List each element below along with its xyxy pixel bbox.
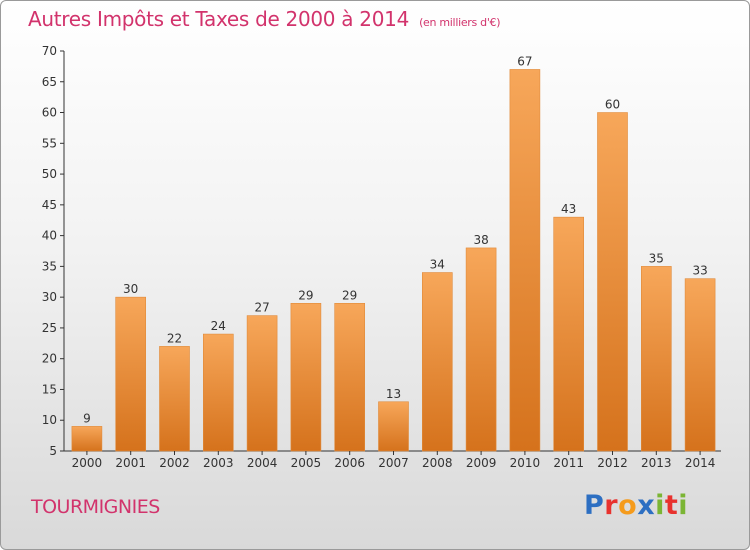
bar: [509, 69, 541, 452]
data-label: 60: [605, 98, 620, 112]
logo-letter: x: [637, 490, 656, 521]
x-tick-label: 2000: [72, 456, 103, 470]
data-label: 30: [123, 282, 138, 296]
data-label: 22: [167, 331, 182, 345]
bar: [597, 112, 628, 452]
bar: [334, 303, 366, 452]
logo-letter: r: [604, 490, 619, 521]
data-label: 43: [561, 202, 576, 216]
data-label: 33: [692, 264, 707, 278]
bar: [421, 272, 453, 452]
bar: [465, 247, 497, 452]
x-tick-label: 2004: [247, 456, 278, 470]
bar: [553, 216, 585, 452]
data-label: 29: [298, 288, 313, 302]
bar: [640, 266, 672, 452]
y-tick-label: 15: [42, 382, 57, 396]
x-tick-label: 2005: [291, 456, 322, 470]
x-tick-label: 2011: [553, 456, 584, 470]
data-label: 13: [386, 387, 401, 401]
x-tick-label: 2010: [510, 456, 541, 470]
data-label: 67: [517, 54, 532, 68]
x-tick-label: 2002: [159, 456, 190, 470]
bar: [159, 346, 190, 452]
y-tick-label: 25: [42, 321, 57, 335]
y-tick-label: 10: [42, 413, 57, 427]
data-label: 35: [649, 251, 664, 265]
chart-title: Autres Impôts et Taxes de 2000 à 2014 (e…: [28, 7, 501, 31]
chart-subtitle: (en milliers d'€): [419, 16, 501, 29]
data-label: 38: [473, 233, 488, 247]
logo-letter: i: [678, 490, 689, 521]
y-tick-label: 40: [42, 229, 57, 243]
y-tick-label: 45: [42, 198, 57, 212]
bar: [684, 278, 716, 452]
y-tick-label: 35: [42, 259, 57, 273]
logo-letter: i: [655, 490, 665, 521]
y-tick-label: 55: [42, 136, 57, 150]
bar: [71, 426, 103, 452]
x-tick-label: 2003: [203, 456, 234, 470]
data-label: 27: [254, 301, 269, 315]
x-tick-label: 2008: [422, 456, 453, 470]
x-tick-label: 2006: [334, 456, 365, 470]
x-tick-label: 2014: [685, 456, 716, 470]
data-label: 34: [430, 258, 445, 272]
logo-letter: o: [618, 490, 638, 521]
y-tick-label: 30: [42, 290, 57, 304]
bar: [378, 401, 409, 452]
y-tick-label: 50: [42, 167, 57, 181]
x-tick-label: 2001: [115, 456, 146, 470]
bar: [246, 315, 278, 452]
y-tick-label: 20: [42, 352, 57, 366]
logo-letter: t: [664, 490, 679, 521]
x-tick-label: 2012: [597, 456, 628, 470]
y-tick-label: 70: [42, 44, 57, 58]
commune-name: TOURMIGNIES: [31, 496, 160, 518]
data-label: 29: [342, 288, 357, 302]
y-tick-label: 5: [49, 444, 57, 458]
bar: [203, 333, 234, 452]
bar: [290, 303, 322, 452]
data-label: 24: [211, 319, 226, 333]
y-tick-label: 60: [42, 106, 57, 120]
y-tick-label: 65: [42, 75, 57, 89]
x-tick-label: 2007: [378, 456, 409, 470]
x-tick-label: 2009: [466, 456, 497, 470]
logo-letter: P: [584, 490, 605, 521]
x-tick-label: 2013: [641, 456, 672, 470]
proxiti-logo: Proxiti: [584, 490, 688, 521]
bar: [115, 296, 146, 452]
data-label: 9: [83, 411, 91, 425]
chart-title-text: Autres Impôts et Taxes de 2000 à 2014: [28, 7, 409, 31]
